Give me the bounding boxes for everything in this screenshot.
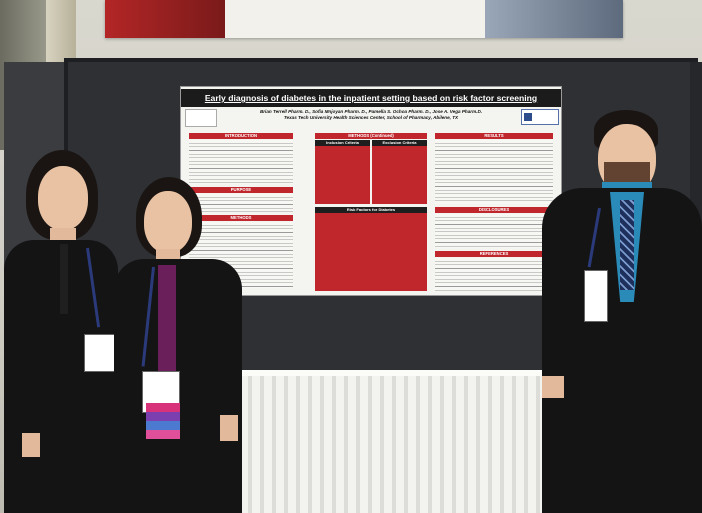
poster-column-middle: METHODS (Continued) Inclusion Criteria E…: [315, 133, 427, 291]
section-references: REFERENCES: [435, 251, 553, 257]
inclusion-criteria-title: Inclusion Criteria: [315, 140, 370, 146]
results-text: [435, 140, 553, 204]
introduction-text: [189, 140, 293, 184]
hand: [220, 415, 238, 441]
section-introduction: INTRODUCTION: [189, 133, 293, 139]
university-logo: [185, 109, 217, 127]
banner-blue-panel: [485, 0, 623, 38]
references-text: [435, 258, 553, 291]
blouse: [60, 244, 68, 314]
section-methods: METHODS: [189, 215, 293, 221]
poster-authors: Brian Terrell Pharm. D., Sofia Mnjoyan P…: [221, 109, 521, 121]
banner-red-panel: [105, 0, 225, 38]
name-badge: [584, 270, 608, 322]
presenter-woman-middle: [112, 175, 247, 513]
skirted-table: [240, 370, 570, 513]
risk-factors-title: Risk Factors for Diabetes: [315, 207, 427, 213]
ribbon-tags: [146, 403, 180, 439]
presenter-woman-left: [0, 148, 125, 513]
poster-authors-names: Brian Terrell Pharm. D., Sofia Mnjoyan P…: [259, 109, 483, 114]
exclusion-criteria-box: Exclusion Criteria: [372, 140, 427, 204]
hand: [542, 376, 564, 398]
hand: [22, 433, 40, 457]
poster-title: Early diagnosis of diabetes in the inpat…: [181, 89, 561, 107]
poster-column-right: RESULTS DISCLOSURES REFERENCES: [435, 133, 553, 291]
purpose-text: [189, 194, 293, 212]
risk-factors-box: [315, 213, 427, 291]
section-results: RESULTS: [435, 133, 553, 139]
section-purpose: PURPOSE: [189, 187, 293, 193]
exclusion-criteria-title: Exclusion Criteria: [372, 140, 427, 146]
medical-center-logo: [521, 109, 559, 125]
poster-column-left: INTRODUCTION PURPOSE METHODS: [189, 133, 293, 291]
purple-top: [158, 265, 176, 375]
inclusion-criteria-box: Inclusion Criteria: [315, 140, 370, 204]
face: [144, 191, 192, 253]
disclosures-text: [435, 214, 553, 248]
poster-institution: Texas Tech University Health Sciences Ce…: [283, 115, 459, 120]
face: [38, 166, 88, 230]
presenter-man-right: [540, 108, 702, 513]
research-poster: Early diagnosis of diabetes in the inpat…: [180, 86, 562, 296]
section-methods-continued: METHODS (Continued): [315, 133, 427, 139]
section-disclosures: DISCLOSURES: [435, 207, 553, 213]
striped-tie: [620, 200, 634, 290]
